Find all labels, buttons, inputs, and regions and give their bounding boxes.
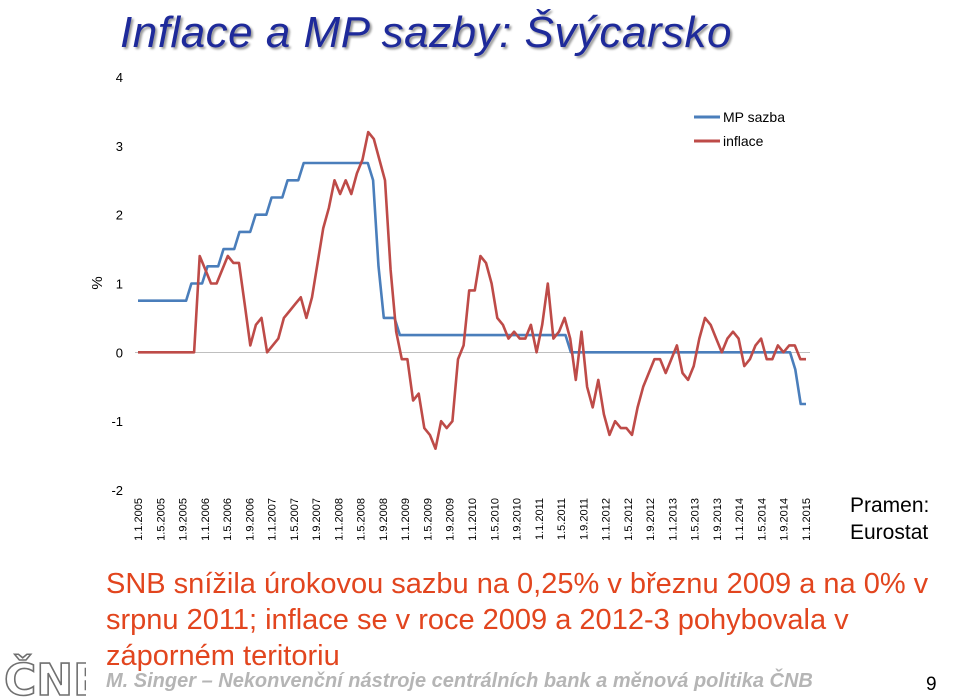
slide-title: Inflace a MP sazby: Švýcarsko [120, 8, 732, 57]
x-tick-label: 1.1.2013 [667, 498, 679, 541]
x-tick-label: 1.5.2008 [356, 498, 368, 541]
x-tick-label: 1.9.2013 [712, 498, 724, 541]
x-tick-label: 1.9.2007 [311, 498, 323, 541]
x-tick-label: 1.5.2007 [289, 498, 301, 541]
y-tick-label: 2 [116, 208, 123, 223]
svg-text:ČNB: ČNB [4, 653, 86, 699]
y-tick-label: -1 [111, 414, 123, 429]
x-tick-label: 1.5.2011 [556, 498, 568, 540]
y-tick-label: 4 [116, 70, 123, 85]
legend-inflation-label: inflace [723, 133, 764, 149]
y-tick-label: -2 [111, 483, 123, 498]
x-tick-label: 1.1.2007 [267, 498, 279, 541]
x-tick-label: 1.9.2014 [779, 498, 791, 541]
x-tick-label: 1.5.2014 [756, 498, 768, 541]
source-note-text: Pramen: Eurostat [850, 494, 930, 544]
x-tick-label: 1.1.2015 [801, 498, 813, 541]
y-tick-label: 0 [116, 345, 123, 360]
x-tick-label: 1.1.2010 [467, 498, 479, 541]
x-tick-label: 1.5.2010 [489, 498, 501, 541]
source-note: Pramen: Eurostat [850, 492, 929, 546]
mp-rate-line [138, 161, 806, 406]
x-tick-label: 1.1.2012 [601, 498, 613, 541]
footer-author: M. Singer – Nekonvenční nástroje centrál… [106, 670, 813, 692]
x-tick-label: 1.9.2011 [578, 498, 590, 540]
x-tick-label: 1.1.2008 [333, 498, 345, 541]
x-tick-label: 1.5.2013 [690, 498, 702, 541]
x-tick-label: 1.5.2005 [155, 498, 167, 541]
series-lines [138, 130, 806, 451]
cnb-logo: ČNB [3, 652, 86, 699]
y-axis-label: % [89, 276, 106, 289]
x-tick-label: 1.1.2011 [534, 498, 546, 540]
inflation-line [138, 130, 806, 451]
x-tick-label: 1.9.2010 [512, 498, 524, 541]
x-tick-label: 1.9.2009 [445, 498, 457, 541]
x-tick-labels: 1.1.2005 1.5.2005 1.9.2005 1.1.2006 1.5.2006… [133, 498, 813, 541]
x-tick-label: 1.1.2009 [400, 498, 412, 541]
page-number: 9 [926, 674, 937, 695]
y-tick-labels: -2 -1 0 1 2 3 4 [111, 70, 123, 498]
x-tick-label: 1.9.2006 [244, 498, 256, 541]
legend-mp-rate-label: MP sazba [723, 109, 785, 125]
y-tick-label: 1 [116, 277, 123, 292]
legend: MP sazba inflace [694, 109, 785, 149]
x-tick-label: 1.9.2012 [645, 498, 657, 541]
x-tick-label: 1.5.2009 [422, 498, 434, 541]
x-tick-label: 1.9.2008 [378, 498, 390, 541]
x-tick-label: 1.5.2006 [222, 498, 234, 541]
x-tick-label: 1.9.2005 [178, 498, 190, 541]
y-tick-label: 3 [116, 139, 123, 154]
x-tick-label: 1.5.2012 [623, 498, 635, 541]
x-tick-label: 1.1.2006 [200, 498, 212, 541]
x-tick-label: 1.1.2014 [734, 498, 746, 541]
x-tick-label: 1.1.2005 [133, 498, 145, 541]
key-message: SNB snížila úrokovou sazbu na 0,25% v bř… [106, 568, 929, 672]
